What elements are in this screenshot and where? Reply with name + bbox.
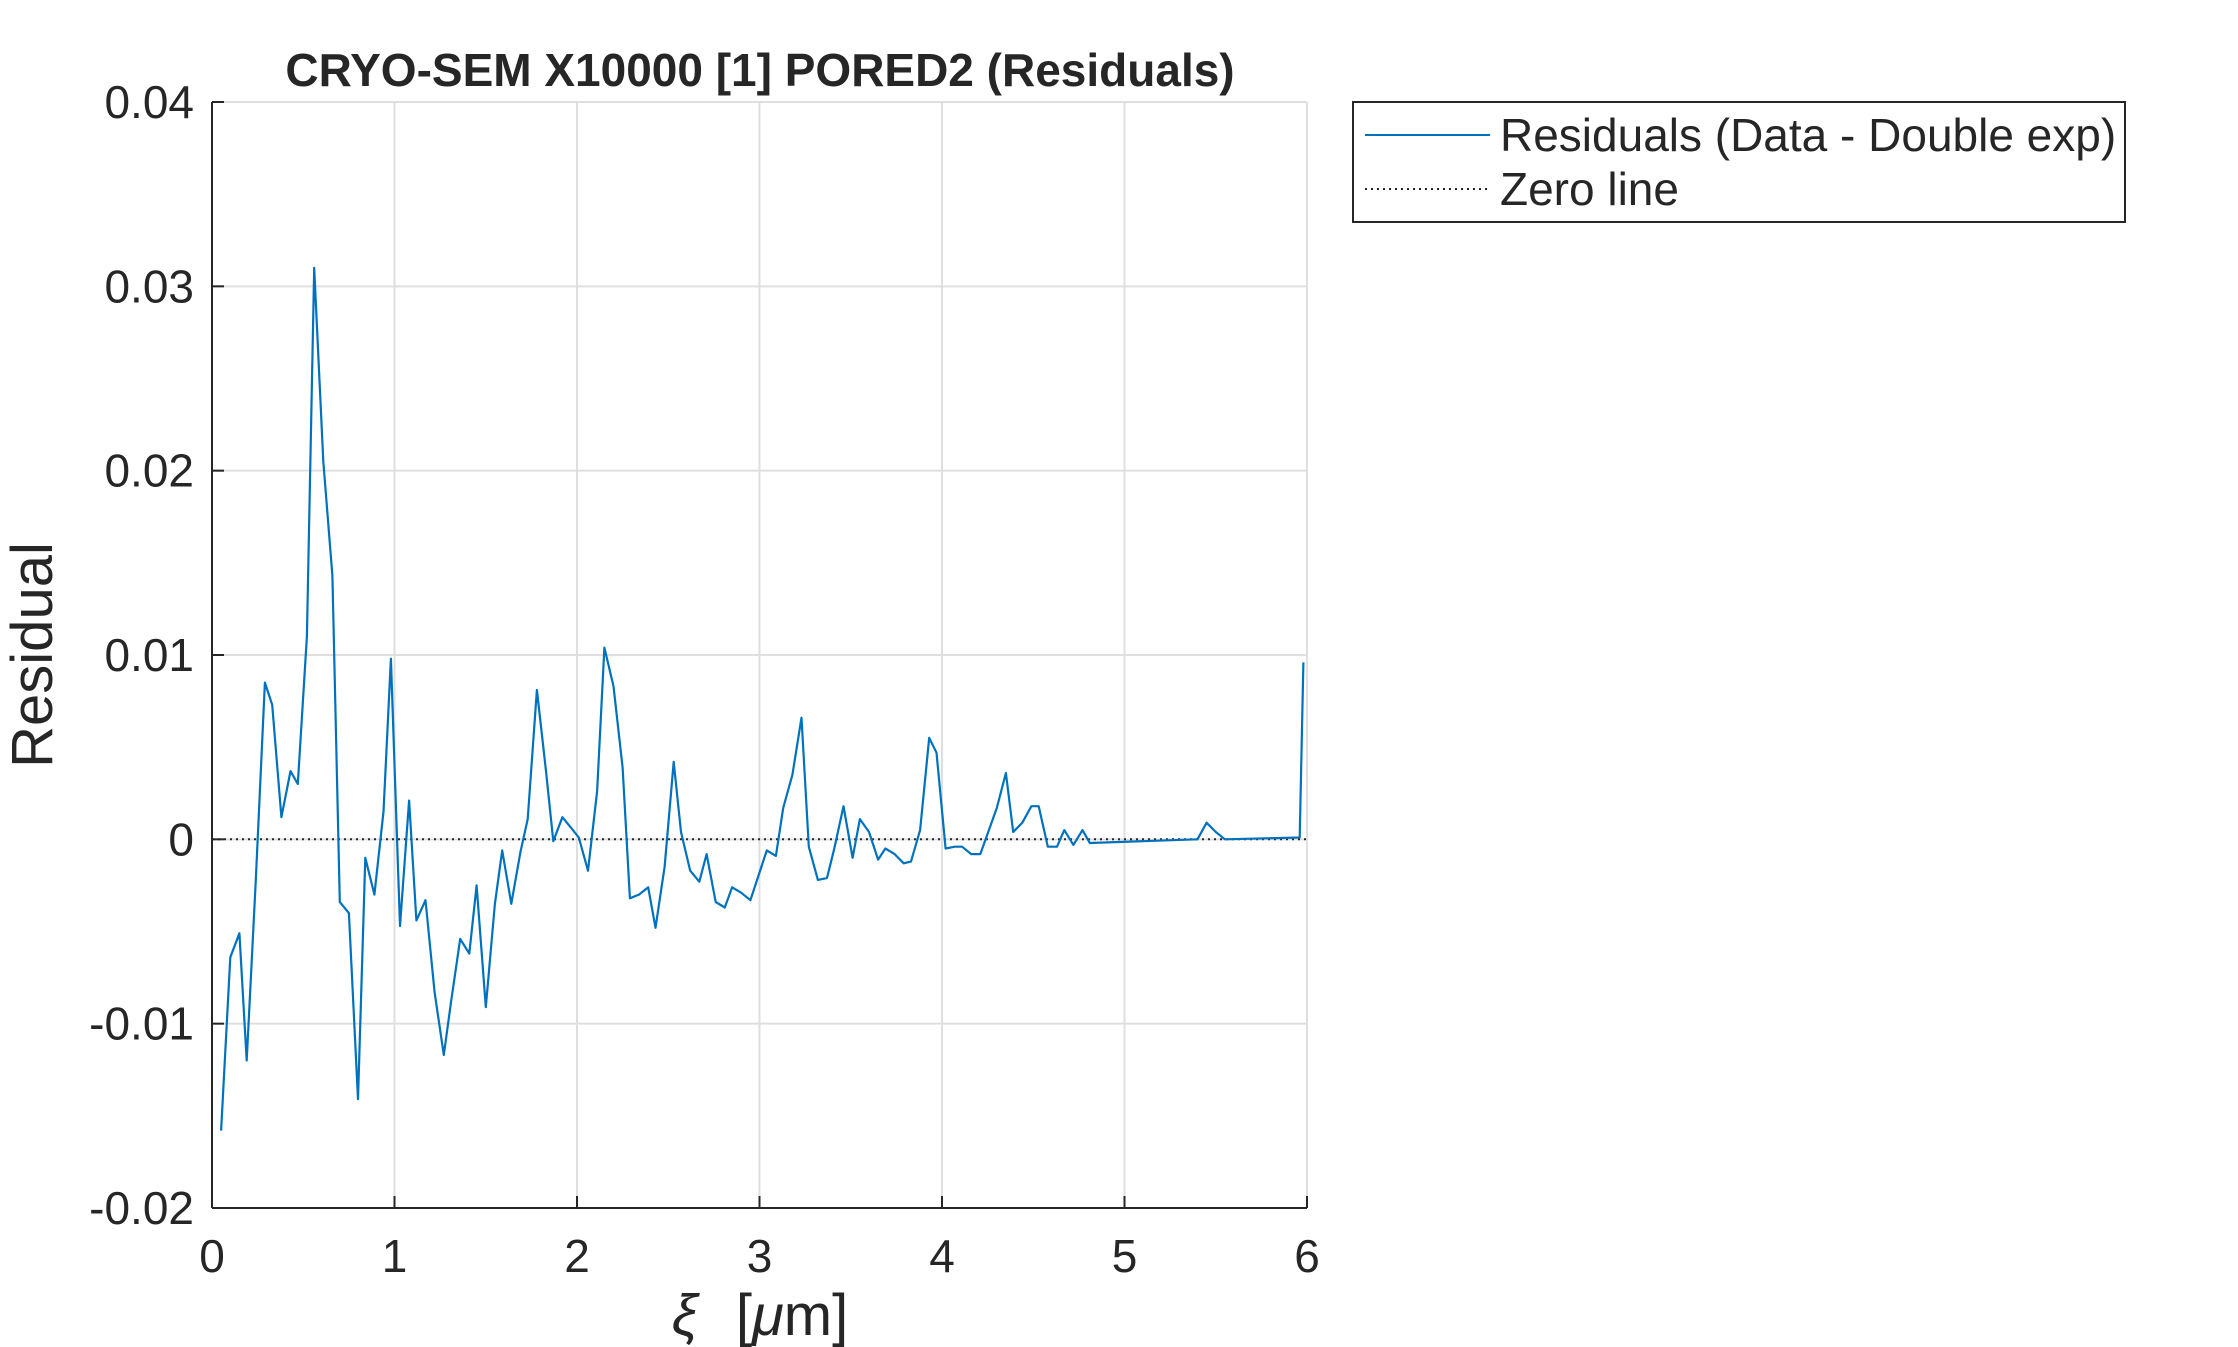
x-axis-label-symbol: ξ: [672, 1283, 701, 1347]
x-tick-label-3: 3: [747, 1230, 773, 1282]
x-tick-label-0: 0: [199, 1230, 225, 1282]
x-tick-label-1: 1: [382, 1230, 408, 1282]
x-tick-label-6: 6: [1294, 1230, 1320, 1282]
legend-label-residuals: Residuals (Data - Double exp): [1500, 109, 2116, 161]
legend-label-zero-line: Zero line: [1500, 163, 1679, 215]
x-tick-label-4: 4: [929, 1230, 955, 1282]
y-tick-label-2: 0: [168, 813, 194, 865]
y-tick-label-0: -0.02: [89, 1182, 194, 1234]
series-residuals-line: [220, 266, 1305, 1131]
x-axis-label-unit-mu: μ: [750, 1283, 784, 1347]
x-tick-label-5: 5: [1112, 1230, 1138, 1282]
legend-box: [1352, 101, 2126, 223]
legend: Residuals (Data - Double exp) Zero line: [1352, 101, 2126, 223]
y-tick-label-6: 0.04: [104, 76, 194, 128]
y-axis-ticks: -0.02 -0.01 0 0.01 0.02 0.03 0.04: [89, 76, 224, 1234]
y-axis-label: Residual: [0, 542, 65, 768]
series-layer: [212, 266, 1307, 1131]
x-tick-label-2: 2: [564, 1230, 590, 1282]
y-tick-label-4: 0.02: [104, 445, 194, 497]
y-tick-label-5: 0.03: [104, 260, 194, 312]
x-axis-label-unit-rest: m]: [784, 1283, 848, 1347]
x-axis-label-unit-open: [: [736, 1283, 752, 1347]
x-axis-ticks: 0 1 2 3 4 5 6: [199, 1196, 1320, 1282]
y-tick-label-1: -0.01: [89, 998, 194, 1050]
x-axis-label: ξ [μm]: [672, 1283, 848, 1347]
y-tick-label-3: 0.01: [104, 629, 194, 681]
chart-title: CRYO-SEM X10000 [1] PORED2 (Residuals): [285, 44, 1234, 96]
